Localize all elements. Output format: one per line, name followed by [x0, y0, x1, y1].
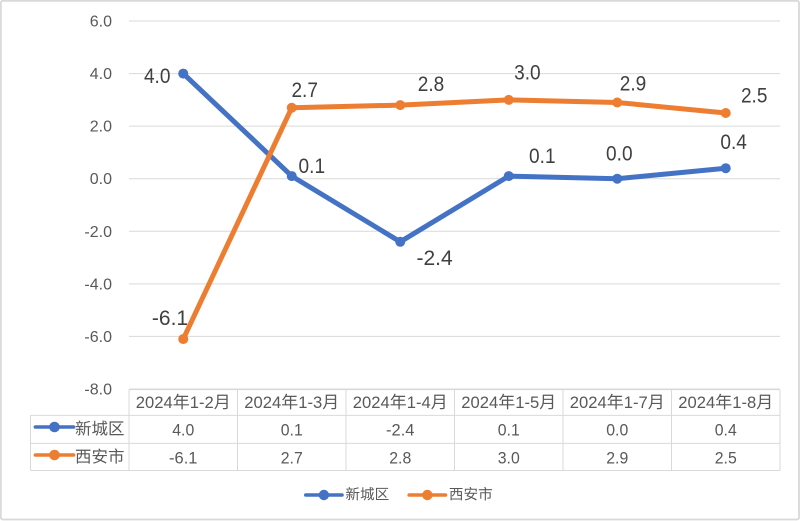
svg-text:-4.0: -4.0: [84, 276, 112, 293]
svg-text:6.0: 6.0: [90, 14, 112, 31]
svg-text:1-8: 1-8: [732, 393, 756, 412]
svg-text:1-3: 1-3: [298, 393, 322, 412]
svg-text:3.0: 3.0: [498, 449, 520, 468]
svg-text:0.1: 0.1: [529, 145, 556, 168]
svg-text:0.0: 0.0: [606, 421, 628, 440]
svg-text:0.0: 0.0: [606, 143, 633, 166]
svg-text:2024: 2024: [353, 393, 390, 412]
svg-text:-6.1: -6.1: [152, 307, 188, 330]
svg-text:2024: 2024: [461, 393, 498, 412]
svg-text:0.0: 0.0: [90, 171, 112, 188]
svg-text:2.0: 2.0: [90, 119, 112, 136]
svg-text:1-7: 1-7: [624, 393, 648, 412]
svg-text:2.5: 2.5: [741, 85, 768, 108]
svg-text:2024: 2024: [136, 393, 173, 412]
svg-text:1-4: 1-4: [407, 393, 431, 412]
svg-text:2.7: 2.7: [291, 79, 318, 102]
svg-text:4.0: 4.0: [90, 66, 112, 83]
svg-text:2024: 2024: [678, 393, 715, 412]
svg-text:0.4: 0.4: [720, 131, 747, 154]
svg-text:2.9: 2.9: [606, 449, 628, 468]
svg-text:2024: 2024: [570, 393, 607, 412]
svg-text:2.9: 2.9: [620, 73, 647, 96]
svg-text:0.1: 0.1: [281, 421, 303, 440]
svg-text:0.4: 0.4: [715, 421, 737, 440]
svg-text:1-5: 1-5: [515, 393, 539, 412]
svg-text:2.8: 2.8: [389, 449, 411, 468]
svg-text:0.1: 0.1: [498, 421, 520, 440]
svg-text:4.0: 4.0: [144, 65, 171, 88]
svg-text:-2.4: -2.4: [386, 421, 414, 440]
svg-text:2024: 2024: [244, 393, 281, 412]
svg-text:-2.0: -2.0: [84, 224, 112, 241]
svg-text:1-2: 1-2: [190, 393, 214, 412]
svg-text:2.5: 2.5: [715, 449, 737, 468]
svg-text:-6.1: -6.1: [169, 449, 197, 468]
svg-text:4.0: 4.0: [172, 421, 194, 440]
svg-text:2.7: 2.7: [281, 449, 303, 468]
svg-text:-8.0: -8.0: [84, 382, 112, 399]
svg-text:2.8: 2.8: [418, 73, 445, 96]
svg-text:0.1: 0.1: [299, 155, 326, 178]
svg-text:-2.4: -2.4: [417, 247, 454, 270]
svg-text:3.0: 3.0: [514, 62, 541, 85]
svg-text:-6.0: -6.0: [84, 329, 112, 346]
